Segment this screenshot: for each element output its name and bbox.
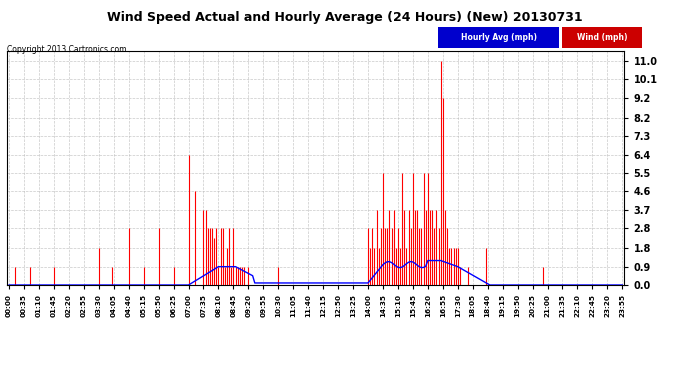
Text: Wind (mph): Wind (mph) [577, 33, 627, 42]
Text: Hourly Avg (mph): Hourly Avg (mph) [460, 33, 537, 42]
Text: Wind Speed Actual and Hourly Average (24 Hours) (New) 20130731: Wind Speed Actual and Hourly Average (24… [107, 11, 583, 24]
Text: Copyright 2013 Cartronics.com: Copyright 2013 Cartronics.com [7, 45, 126, 54]
